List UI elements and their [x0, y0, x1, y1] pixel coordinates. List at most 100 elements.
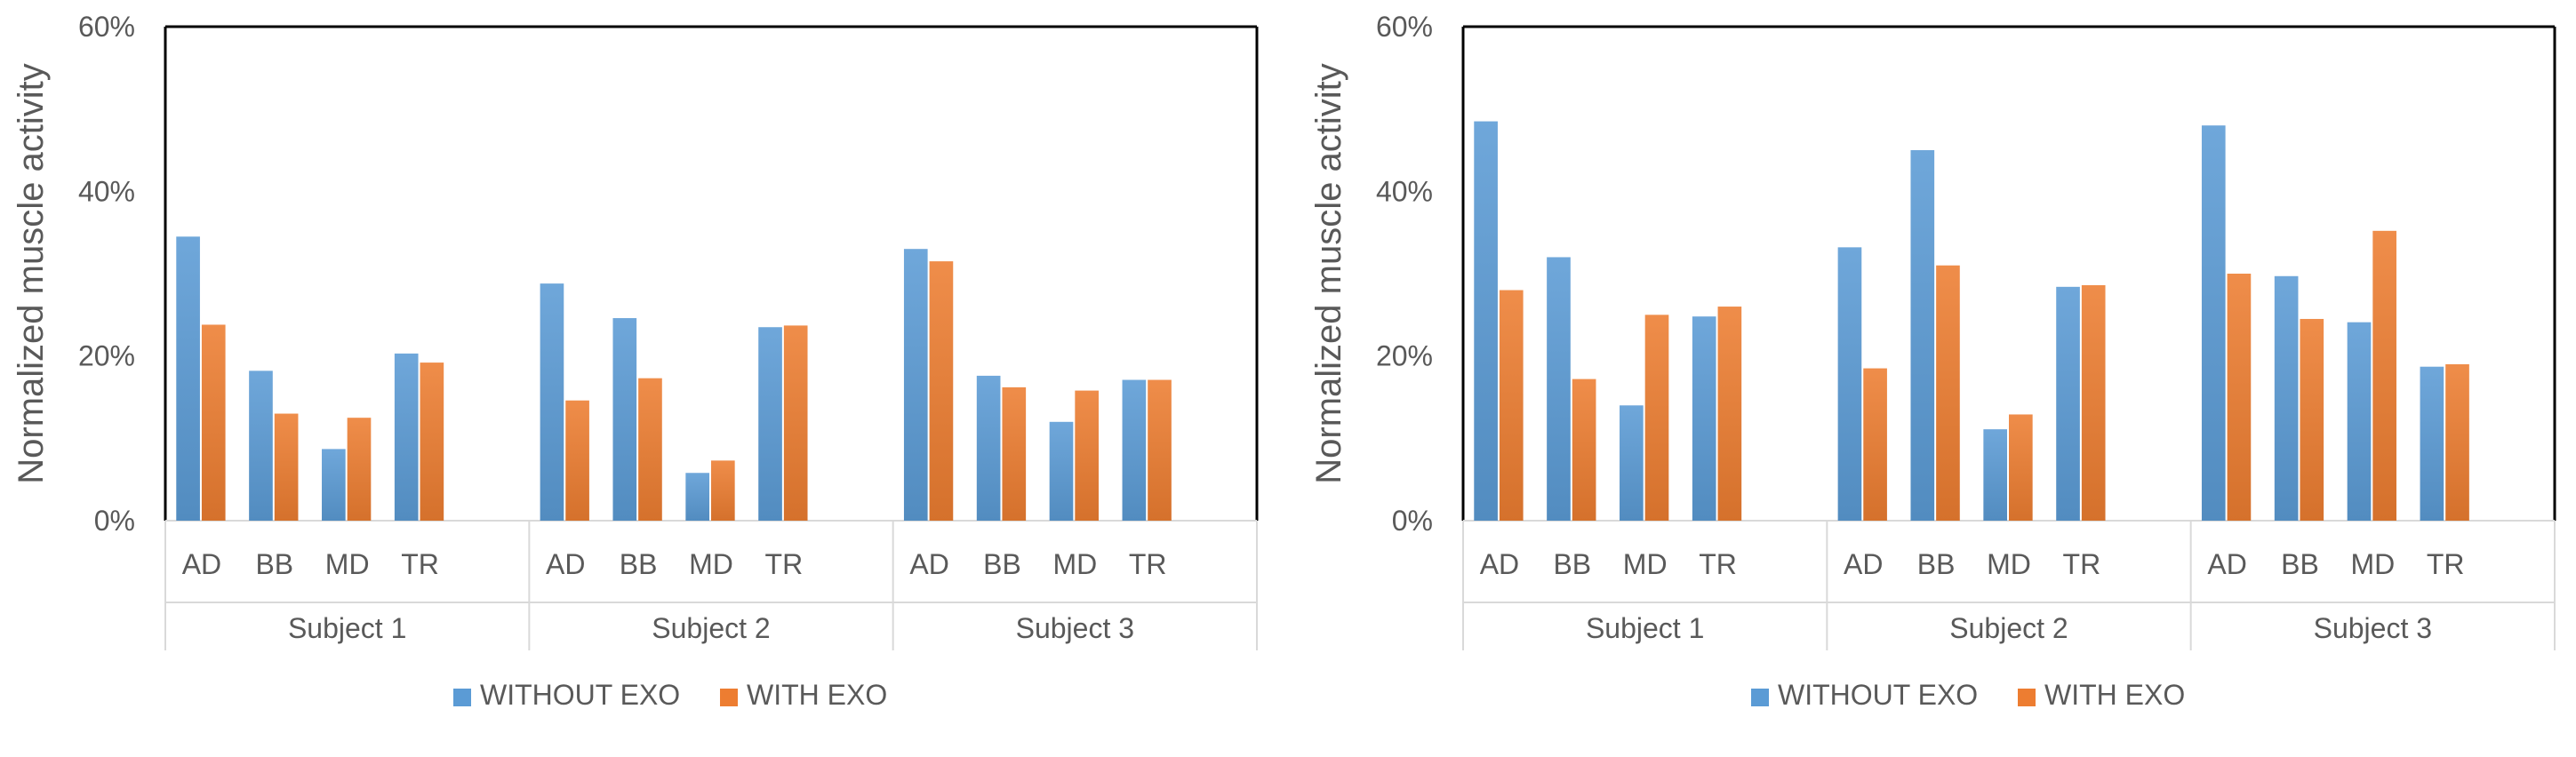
group-label: Subject 1: [288, 612, 406, 644]
category-label: BB: [1553, 548, 1591, 580]
legend-swatch-with-exo: [720, 689, 738, 706]
category-label: AD: [546, 548, 585, 580]
bar-without-exo: [176, 236, 200, 521]
bar-with-exo: [1572, 378, 1596, 521]
category-label: AD: [909, 548, 948, 580]
y-tick-label: 60%: [78, 11, 135, 43]
category-label: MD: [325, 548, 370, 580]
bar-without-exo: [540, 283, 564, 521]
bar-with-exo: [1002, 386, 1027, 521]
category-label: TR: [2063, 548, 2101, 580]
chart-1: 0% 20% 40% 60% Normalized muscle activity Sub…: [12, 11, 1259, 711]
category-label: TR: [1699, 548, 1737, 580]
bar-with-exo: [1936, 265, 1960, 521]
bar-with-exo: [274, 413, 299, 521]
bar-with-exo: [2300, 318, 2324, 521]
bar-with-exo: [711, 460, 735, 521]
category-label: BB: [255, 548, 293, 580]
bar-with-exo: [2009, 414, 2033, 521]
category-label: AD: [2207, 548, 2246, 580]
bar-without-exo: [1692, 316, 1716, 521]
legend-swatch-with-exo: [2018, 689, 2036, 706]
legend-label: WITHOUT EXO: [1778, 679, 1978, 711]
category-label: AD: [182, 548, 221, 580]
y-axis-label: Normalized muscle activity: [12, 63, 51, 483]
y-axis-label: Normalized muscle activity: [1309, 63, 1348, 483]
bar-with-exo: [2445, 363, 2469, 521]
legend-label: WITH EXO: [2044, 679, 2185, 711]
y-tick-label: 60%: [1376, 11, 1433, 43]
bar-with-exo: [783, 325, 808, 521]
bar-with-exo: [2372, 230, 2396, 521]
bar-without-exo: [2056, 286, 2080, 521]
legend-label: WITHOUT EXO: [480, 679, 680, 711]
category-label: TR: [1129, 548, 1167, 580]
y-tick-label: 20%: [78, 340, 135, 372]
bar-with-exo: [2081, 284, 2106, 521]
bar-without-exo: [903, 249, 928, 521]
group-label: Subject 1: [1586, 612, 1704, 644]
y-tick-label: 40%: [1376, 175, 1433, 207]
bar-with-exo: [1148, 379, 1172, 521]
category-label: BB: [2281, 548, 2319, 580]
category-label: BB: [983, 548, 1021, 580]
bar-without-exo: [758, 327, 782, 521]
category-label: MD: [2350, 548, 2395, 580]
bar-without-exo: [1910, 150, 1935, 521]
legend-swatch-without-exo: [453, 689, 471, 706]
category-label: TR: [765, 548, 804, 580]
y-tick-label: 20%: [1376, 340, 1433, 372]
bar-with-exo: [1499, 290, 1524, 521]
bar-without-exo: [2347, 322, 2372, 521]
legend-swatch-without-exo: [1751, 689, 1769, 706]
y-tick-label: 0%: [94, 505, 135, 537]
bar-with-exo: [1075, 390, 1099, 521]
group-label: Subject 3: [2314, 612, 2432, 644]
bar-without-exo: [1620, 405, 1644, 521]
bar-without-exo: [394, 353, 419, 521]
bar-with-exo: [638, 378, 662, 521]
bar-without-exo: [1049, 421, 1074, 521]
bar-without-exo: [1474, 121, 1498, 522]
legend-label: WITH EXO: [747, 679, 887, 711]
y-tick-label: 40%: [78, 175, 135, 207]
bar-without-exo: [1983, 429, 2007, 521]
bar-without-exo: [2420, 366, 2444, 521]
group-label: Subject 3: [1016, 612, 1134, 644]
category-label: BB: [1917, 548, 1956, 580]
bar-without-exo: [612, 318, 637, 521]
bar-without-exo: [2274, 275, 2299, 521]
category-label: AD: [1844, 548, 1883, 580]
category-label: MD: [1987, 548, 2031, 580]
bar-with-exo: [929, 261, 954, 521]
bar-with-exo: [347, 418, 372, 521]
category-label: TR: [2427, 548, 2465, 580]
bar-without-exo: [685, 473, 709, 521]
bar-with-exo: [201, 324, 226, 521]
chart-2: 0% 20% 40% 60% Normalized muscle activity Sub…: [1309, 11, 2556, 711]
bar-without-exo: [1547, 257, 1571, 521]
category-label: MD: [1052, 548, 1097, 580]
group-label: Subject 2: [652, 612, 770, 644]
bar-without-exo: [249, 371, 273, 521]
bar-with-exo: [1863, 368, 1887, 521]
bar-without-exo: [976, 375, 1001, 521]
bar-with-exo: [1644, 315, 1669, 521]
bar-without-exo: [1837, 247, 1862, 521]
bar-without-exo: [1122, 379, 1147, 521]
category-label: MD: [1623, 548, 1668, 580]
bar-without-exo: [322, 449, 346, 521]
bar-without-exo: [2201, 125, 2226, 521]
category-label: BB: [620, 548, 658, 580]
bar-with-exo: [420, 363, 444, 521]
bar-with-exo: [1717, 307, 1742, 521]
category-label: MD: [689, 548, 733, 580]
bar-with-exo: [565, 400, 589, 521]
category-label: AD: [1480, 548, 1519, 580]
y-tick-label: 0%: [1392, 505, 1433, 537]
group-label: Subject 2: [1949, 612, 2068, 644]
bar-with-exo: [2227, 274, 2252, 521]
category-label: TR: [401, 548, 439, 580]
